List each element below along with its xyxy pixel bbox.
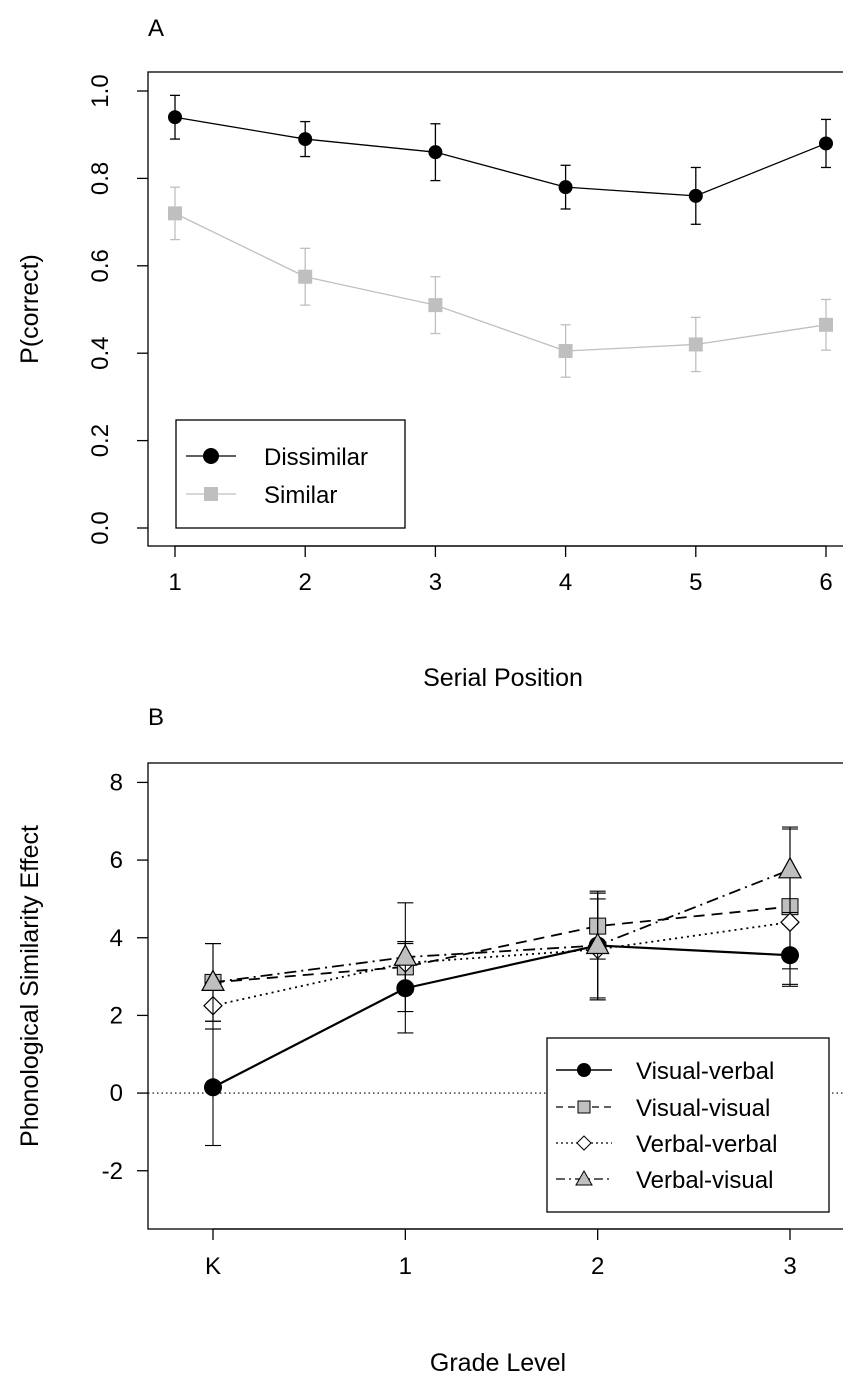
panel-a-xlabel: Serial Position: [423, 664, 583, 692]
series-line: [174, 116, 827, 197]
panel-b-label: B: [148, 704, 164, 731]
data-point: [298, 132, 313, 147]
data-point: [428, 145, 443, 160]
series-visual-visual: [204, 828, 799, 1022]
panel-b-legend-box: [546, 1037, 830, 1213]
data-point: [200, 969, 226, 992]
legend-dissimilar-label: Dissimilar: [264, 444, 368, 471]
series-line: [174, 212, 827, 352]
series-line: [212, 868, 791, 984]
y-tick-label: 0.2: [87, 424, 114, 457]
panel-a-ylabel: P(correct): [16, 254, 44, 364]
y-tick-label: 8: [110, 769, 123, 796]
data-point: [168, 206, 182, 221]
data-point: [688, 188, 703, 203]
series-verbal-visual: [200, 826, 803, 1022]
x-tick-label: 3: [429, 569, 442, 596]
y-tick-label: 0: [110, 1080, 123, 1107]
series-similar: [168, 186, 833, 378]
data-point: [780, 912, 800, 933]
series-line: [212, 921, 791, 1007]
legend-visual-visual-marker: [577, 1100, 591, 1114]
y-tick-label: -2: [102, 1158, 123, 1185]
panel-b-y-ticks: -2 0 2 4 6 8: [102, 769, 148, 1185]
panel-b-ylabel: Phonological Similarity Effect: [16, 825, 44, 1147]
series-verbal-verbal: [203, 875, 800, 1030]
data-point: [688, 337, 703, 352]
series-line: [212, 905, 791, 984]
data-point: [819, 136, 833, 151]
y-tick-label: 0.0: [87, 511, 114, 544]
panel-b-x-ticks: K 1 2 3: [205, 1229, 797, 1280]
x-tick-label: 2: [299, 569, 312, 596]
panel-a-legend-box: [175, 419, 406, 529]
legend-visual-verbal-label: Visual-verbal: [636, 1058, 774, 1085]
x-tick-label: 5: [689, 569, 702, 596]
y-tick-label: 6: [110, 847, 123, 874]
y-tick-label: 4: [110, 925, 123, 952]
y-tick-label: 2: [110, 1002, 123, 1029]
panel-b-xlabel: Grade Level: [430, 1349, 566, 1377]
data-point: [428, 298, 443, 313]
x-tick-label: 4: [559, 569, 572, 596]
data-point: [298, 269, 313, 284]
series-line: [212, 944, 791, 1089]
data-point: [585, 932, 610, 955]
legend-dissimilar-marker: [203, 448, 219, 464]
y-tick-label: 0.8: [87, 162, 114, 195]
legend-visual-verbal-marker: [577, 1063, 591, 1077]
panel-b-legend: Visual-verbal Visual-visual Verbal-verba…: [546, 1037, 830, 1213]
data-point: [819, 317, 833, 332]
data-point: [168, 110, 182, 125]
data-point: [777, 856, 803, 879]
data-point: [393, 943, 418, 966]
x-tick-label: 3: [783, 1253, 796, 1280]
data-point: [204, 1078, 222, 1097]
legend-verbal-visual-label: Verbal-visual: [636, 1167, 773, 1194]
panel-a-y-ticks: 0.0 0.2 0.4 0.6 0.8 1.0: [87, 74, 148, 545]
legend-verbal-verbal-label: Verbal-verbal: [636, 1131, 777, 1158]
x-tick-label: 6: [819, 569, 832, 596]
y-tick-label: 0.4: [87, 337, 114, 370]
legend-visual-visual-label: Visual-visual: [636, 1095, 770, 1122]
legend-verbal-verbal-marker: [576, 1135, 592, 1151]
x-tick-label: 1: [168, 569, 181, 596]
x-tick-label: 2: [591, 1253, 604, 1280]
panel-b: B Grade Level Phonological Similarity Ef…: [16, 704, 843, 1377]
x-tick-label: K: [205, 1253, 221, 1280]
x-tick-label: 1: [399, 1253, 412, 1280]
legend-similar-marker: [204, 487, 218, 501]
y-tick-label: 0.6: [87, 249, 114, 282]
panel-a-x-ticks: 1 2 3 4 5 6: [168, 546, 833, 596]
panel-b-series: [200, 826, 803, 1147]
panel-a-label: A: [148, 15, 164, 42]
legend-verbal-visual-marker: [575, 1169, 593, 1186]
panel-a-legend: Dissimilar Similar: [175, 419, 406, 529]
panel-a-series: [168, 94, 833, 378]
data-point: [558, 180, 573, 195]
legend-similar-label: Similar: [264, 482, 337, 509]
series-dissimilar: [168, 94, 833, 225]
y-tick-label: 1.0: [87, 74, 114, 107]
data-point: [558, 344, 573, 359]
